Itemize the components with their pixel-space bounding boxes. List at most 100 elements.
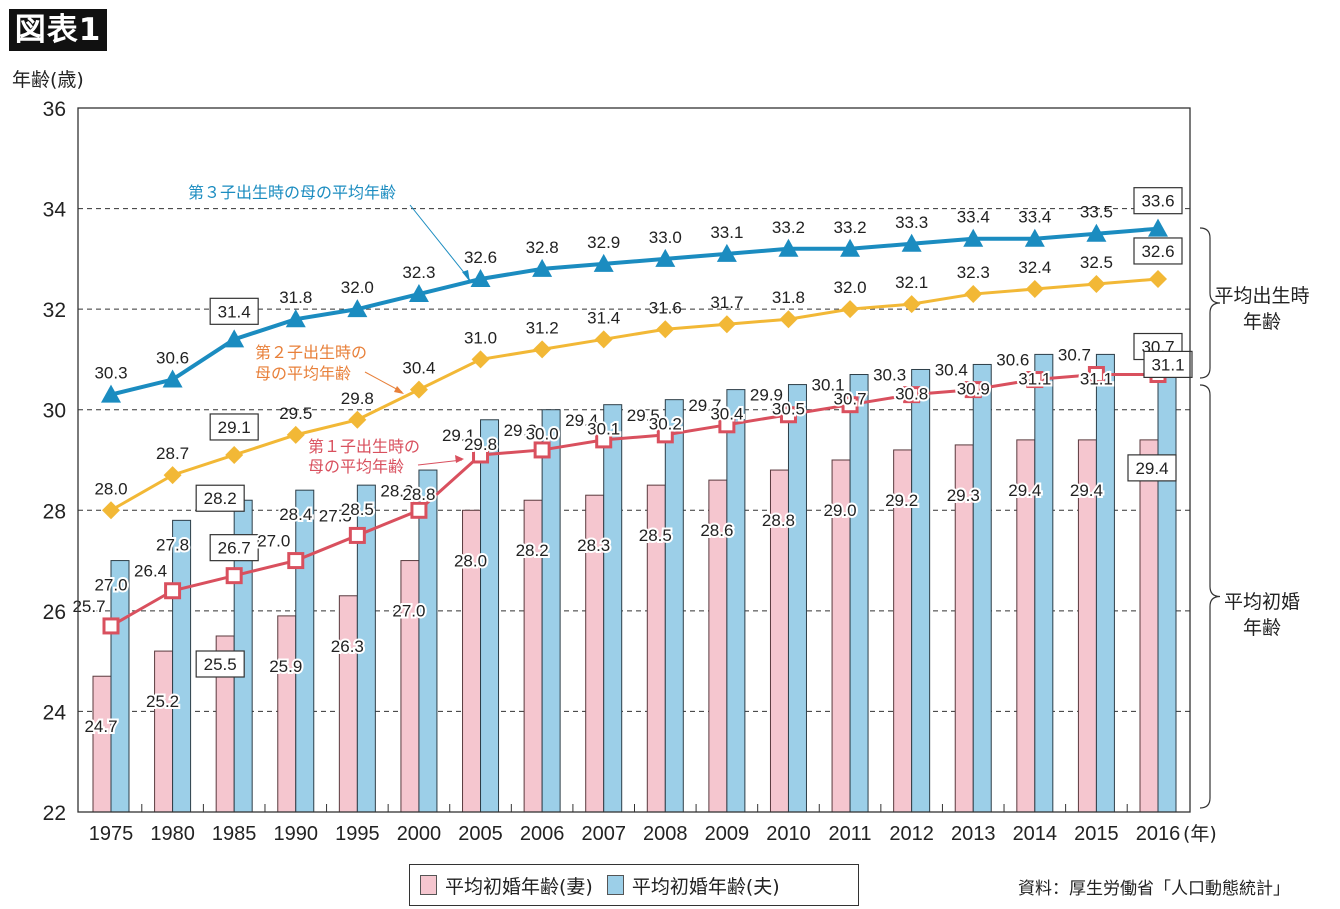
marker-diamond [286, 425, 305, 444]
marker-triangle [101, 384, 121, 403]
marker-triangle [778, 238, 799, 257]
legend-item-wife: 平均初婚年齢(妻) [420, 872, 593, 899]
y-tick-label: 26 [43, 601, 66, 624]
bracket-marriage [1199, 384, 1221, 809]
data-label-third: 32.9 [587, 233, 620, 252]
data-label-second: 29.8 [341, 389, 374, 408]
legend-label-husband: 平均初婚年齢(夫) [631, 875, 780, 898]
marker-triangle [1086, 223, 1107, 242]
data-label-wife: 28.3 [577, 536, 610, 555]
data-label-second-box [209, 413, 259, 441]
y-tick-label: 30 [43, 400, 66, 423]
legend-label-wife: 平均初婚年齢(妻) [445, 875, 593, 898]
bar-husband [911, 368, 931, 813]
bar-husband [664, 399, 684, 813]
annotation-second-child: 母の平均年齢 [255, 364, 351, 383]
bracket-label-birth: 平均出生時 [1214, 285, 1309, 307]
annotation-first-child: 第１子出生時の [308, 437, 420, 456]
data-label-first: 30.3 [873, 366, 906, 385]
data-label-wife: 29.4 [1070, 481, 1103, 500]
data-label-wife: 29.4 [1135, 459, 1168, 478]
arrowhead-third [462, 270, 470, 282]
data-label-first-box [209, 534, 259, 562]
x-tick-label: 1980 [150, 823, 195, 845]
bracket-label-birth: 年齢 [1243, 311, 1281, 333]
marker-triangle [532, 258, 553, 277]
x-tick-label: 2006 [520, 823, 565, 845]
bar-husband [418, 469, 438, 813]
data-label-second: 32.3 [957, 263, 990, 282]
x-tick-label: 1995 [335, 823, 380, 845]
marker-square [472, 446, 490, 464]
y-tick-label: 34 [43, 199, 67, 222]
legend-swatch-husband [606, 875, 624, 895]
marker-diamond [348, 410, 367, 429]
marker-square [903, 386, 921, 404]
data-label-first: 30.4 [935, 361, 968, 380]
bar-husband [1095, 353, 1115, 813]
data-label-third: 33.4 [1018, 208, 1051, 227]
data-label-husband: 30.7 [834, 390, 867, 409]
marker-square [348, 526, 366, 544]
bar-husband [541, 409, 561, 813]
data-label-wife: 29.0 [824, 501, 857, 520]
x-tick-label: 2011 [829, 823, 872, 845]
data-label-wife: 29.4 [1008, 481, 1041, 500]
marker-square [1026, 371, 1044, 389]
marker-square [287, 552, 305, 570]
bar-husband [972, 363, 992, 813]
data-label-husband: 30.4 [710, 405, 743, 424]
marker-square [164, 582, 182, 600]
marker-triangle [901, 233, 922, 252]
data-label-first: 26.4 [134, 562, 167, 581]
data-label-first: 29.1 [442, 426, 475, 445]
x-axis-suffix: (年) [1183, 823, 1217, 845]
x-tick-label: 2014 [1013, 823, 1058, 845]
data-label-second: 28.7 [156, 444, 189, 463]
y-tick-label: 32 [43, 299, 66, 322]
data-label-wife: 25.2 [146, 692, 179, 711]
data-label-husband: 30.8 [895, 384, 928, 403]
marker-square [102, 617, 120, 635]
bar-wife [1139, 439, 1159, 813]
data-label-first: 28.0 [380, 481, 413, 500]
y-tick-label: 22 [43, 802, 66, 825]
marker-square [779, 406, 797, 424]
bar-wife [400, 560, 420, 813]
data-label-husband: 30.2 [649, 415, 682, 434]
annotations: 第３子出生時の母の平均年齢第２子出生時の母の平均年齢第１子出生時の母の平均年齢平… [188, 183, 1310, 809]
data-label-second: 31.0 [464, 328, 497, 347]
marker-diamond [102, 501, 120, 520]
bar-husband [849, 374, 869, 813]
data-label-husband: 31.1 [1018, 369, 1051, 388]
data-label-husband: 30.0 [526, 425, 559, 444]
marker-triangle [1148, 218, 1168, 237]
marker-diamond [163, 466, 182, 485]
bar-husband [480, 419, 500, 813]
bar-wife [154, 650, 174, 813]
bracket-label-marriage: 平均初婚 [1224, 591, 1300, 613]
figure-label: 図表1 [9, 9, 107, 51]
data-label-first: 30.6 [996, 351, 1029, 370]
y-axis-label: 年齢(歳) [12, 69, 84, 91]
marker-diamond [1025, 280, 1044, 299]
x-tick-label: 1985 [212, 823, 257, 845]
marker-square [410, 501, 428, 519]
marker-square [718, 416, 736, 434]
data-label-third: 32.0 [341, 278, 374, 297]
annotation-first-child: 母の平均年齢 [308, 457, 404, 476]
bar-husband [172, 519, 192, 813]
marker-square [1087, 366, 1105, 384]
x-tick-label: 1975 [89, 823, 134, 845]
marker-triangle [224, 329, 245, 348]
data-label-third: 33.4 [957, 208, 990, 227]
data-label-first: 29.4 [565, 411, 598, 430]
data-label-husband: 30.5 [772, 400, 805, 419]
data-label-wife: 29.2 [885, 491, 918, 510]
annotation-third-child: 第３子出生時の母の平均年齢 [188, 183, 396, 202]
data-label-second: 31.7 [710, 293, 743, 312]
x-tick-label: 2005 [458, 823, 503, 845]
data-label-third: 33.6 [1141, 192, 1174, 211]
data-label-first: 30.1 [812, 376, 845, 395]
bar-wife [92, 675, 112, 813]
